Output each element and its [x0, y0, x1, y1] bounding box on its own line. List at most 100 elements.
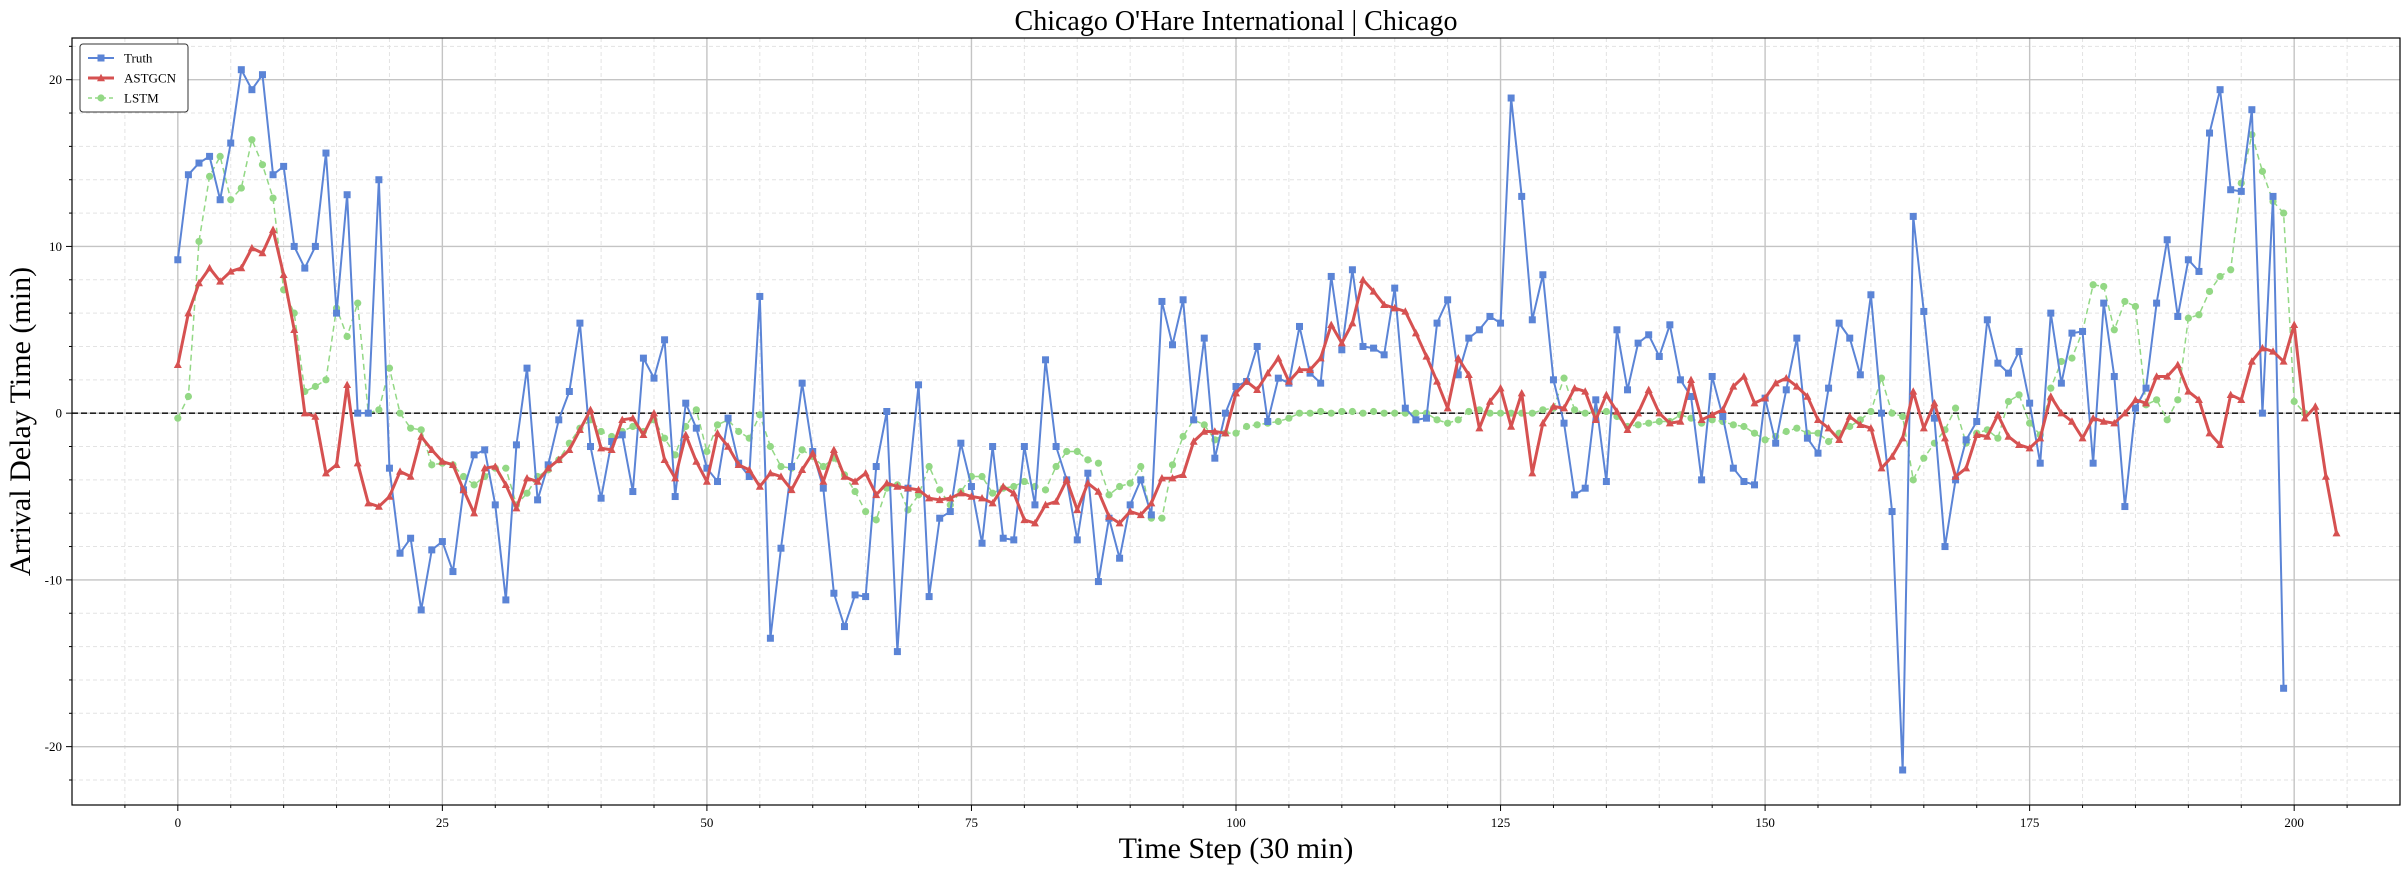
- data-point-truth: [1539, 271, 1547, 279]
- data-point-truth: [1962, 436, 1970, 444]
- data-point-lstm: [1814, 429, 1822, 437]
- data-point-astgcn: [417, 432, 426, 440]
- data-point-astgcn: [978, 494, 987, 502]
- data-point-lstm: [766, 442, 775, 451]
- data-point-astgcn: [2226, 390, 2235, 399]
- data-point-truth: [1772, 439, 1780, 447]
- x-tick-label: 125: [1491, 815, 1511, 830]
- data-point-truth: [534, 496, 542, 504]
- data-point-lstm: [819, 462, 827, 471]
- data-point-truth: [2174, 312, 2182, 320]
- data-point-lstm: [205, 172, 214, 180]
- data-point-lstm: [459, 472, 468, 481]
- data-point-astgcn: [1496, 383, 1505, 392]
- data-point-lstm: [269, 194, 277, 202]
- data-point-lstm: [1539, 406, 1547, 414]
- data-point-truth: [1116, 554, 1124, 562]
- data-point-astgcn: [194, 278, 203, 287]
- data-point-astgcn: [332, 460, 341, 469]
- data-point-truth: [1497, 319, 1505, 327]
- data-point-lstm: [195, 237, 203, 246]
- data-point-lstm: [1105, 491, 1113, 499]
- data-point-astgcn: [2300, 413, 2309, 422]
- data-point-truth: [830, 589, 838, 597]
- data-point-lstm: [872, 516, 880, 524]
- x-axis-label: Time Step (30 min): [1119, 832, 1354, 865]
- data-point-lstm: [629, 422, 637, 431]
- data-point-astgcn: [523, 473, 532, 482]
- data-point-truth: [2057, 379, 2065, 387]
- data-point-astgcn: [247, 243, 256, 252]
- data-point-astgcn: [1253, 385, 1262, 394]
- data-point-astgcn: [2269, 347, 2278, 355]
- data-point-astgcn: [438, 457, 447, 465]
- data-point-astgcn: [1951, 472, 1960, 480]
- data-point-astgcn: [2216, 440, 2225, 449]
- data-point-lstm: [2184, 314, 2192, 322]
- data-point-truth: [1655, 352, 1663, 360]
- data-point-lstm: [1708, 416, 1716, 424]
- y-axis-label: Arrival Delay Time (min): [4, 267, 37, 576]
- legend-label-truth: Truth: [124, 51, 153, 66]
- data-point-lstm: [2047, 384, 2055, 392]
- data-point-astgcn: [448, 460, 457, 469]
- data-point-lstm: [1782, 427, 1790, 436]
- data-point-astgcn: [1126, 507, 1135, 515]
- data-point-lstm: [1126, 479, 1134, 487]
- y-tick-label: 0: [56, 406, 63, 421]
- data-point-lstm: [597, 427, 605, 436]
- legend-label-astgcn: ASTGCN: [124, 71, 177, 86]
- data-point-truth: [851, 591, 859, 599]
- data-point-astgcn: [1676, 417, 1685, 425]
- data-point-astgcn: [1993, 410, 2002, 419]
- data-point-lstm: [1084, 456, 1092, 464]
- data-point-lstm: [2195, 311, 2203, 319]
- data-point-truth: [1211, 454, 1219, 462]
- data-point-truth: [2206, 129, 2214, 137]
- data-point-astgcn: [2290, 320, 2299, 328]
- data-point-astgcn: [470, 509, 479, 517]
- y-tick-label: -10: [45, 572, 62, 587]
- data-point-astgcn: [798, 465, 807, 474]
- data-point-astgcn: [2184, 387, 2193, 395]
- data-point-truth: [2184, 256, 2192, 264]
- data-point-truth: [2089, 459, 2097, 467]
- data-point-lstm: [1063, 447, 1071, 456]
- data-point-lstm: [1348, 407, 1356, 416]
- data-point-astgcn: [1528, 468, 1537, 477]
- x-tick-label: 200: [2284, 815, 2304, 830]
- series-line-lstm: [177, 133, 2306, 521]
- x-tick-label: 25: [436, 815, 449, 830]
- data-point-lstm: [184, 392, 192, 401]
- data-point-astgcn: [1115, 519, 1124, 527]
- data-point-astgcn: [1380, 300, 1389, 308]
- data-point-truth: [1909, 212, 1917, 220]
- data-point-lstm: [1909, 476, 1917, 484]
- data-point-astgcn: [374, 502, 383, 510]
- data-point-truth: [1803, 434, 1811, 442]
- data-point-astgcn: [766, 468, 775, 477]
- data-point-astgcn: [1179, 470, 1188, 479]
- data-point-lstm: [1295, 409, 1304, 417]
- data-point-lstm: [660, 434, 669, 442]
- data-point-truth: [1941, 543, 1949, 551]
- data-point-truth: [2015, 347, 2023, 355]
- data-point-lstm: [2258, 167, 2267, 175]
- data-point-truth: [1444, 296, 1452, 304]
- data-point-lstm: [1338, 407, 1346, 416]
- data-point-lstm: [1317, 407, 1325, 416]
- data-point-astgcn: [1792, 382, 1801, 390]
- data-point-truth: [1126, 501, 1134, 509]
- data-point-truth: [174, 256, 182, 264]
- data-point-lstm: [692, 406, 700, 414]
- data-point-astgcn: [988, 499, 997, 507]
- data-point-astgcn: [1390, 303, 1399, 312]
- data-point-truth: [290, 242, 298, 250]
- data-point-truth: [396, 549, 404, 557]
- data-point-astgcn: [279, 270, 288, 278]
- data-point-astgcn: [999, 482, 1008, 490]
- data-point-lstm: [798, 446, 806, 454]
- data-point-astgcn: [1983, 432, 1992, 440]
- data-point-truth: [258, 71, 266, 79]
- data-point-truth: [195, 159, 203, 167]
